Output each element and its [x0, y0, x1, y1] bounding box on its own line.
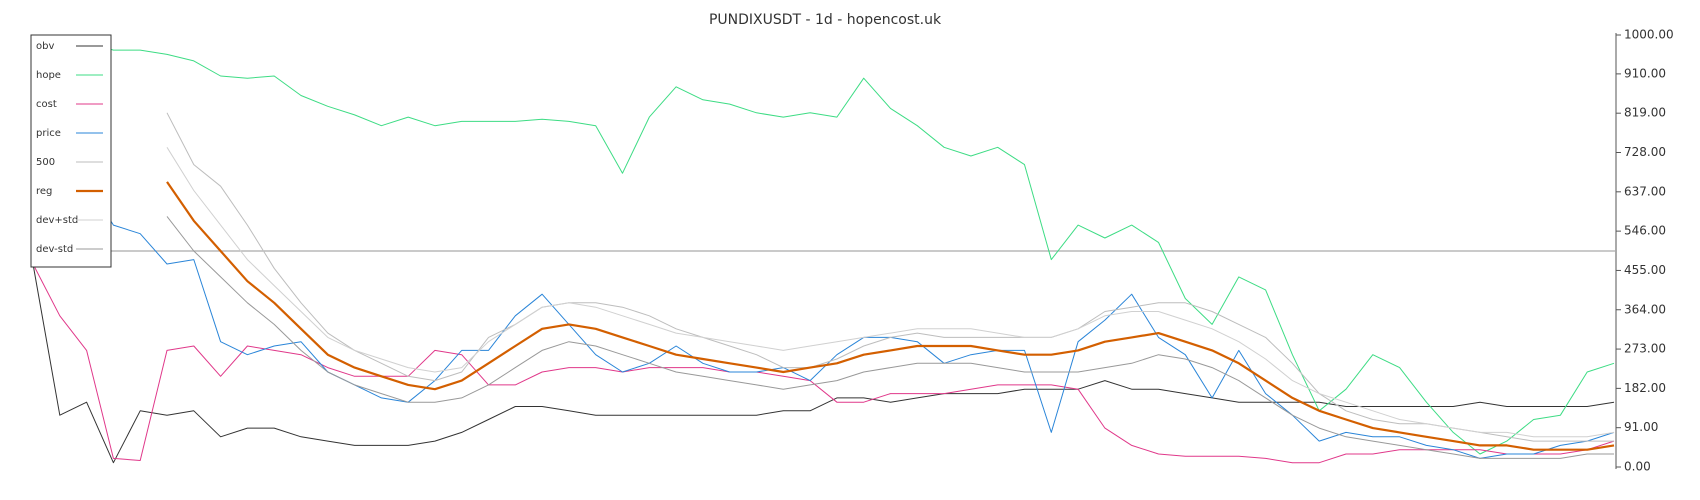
y-tick-label: 455.00 [1624, 263, 1666, 277]
y-tick-label: 1000.00 [1624, 28, 1674, 42]
series-line [166, 216, 1614, 459]
series-line [166, 181, 1615, 451]
y-tick-label: 910.00 [1624, 66, 1666, 80]
legend-box [30, 34, 112, 268]
series-line [166, 147, 1615, 438]
series-line [32, 263, 1615, 464]
legend-label: reg [36, 186, 52, 197]
y-tick-label: 182.00 [1624, 381, 1666, 395]
legend-label: obv [36, 41, 54, 52]
y-tick-label: 91.00 [1624, 420, 1658, 434]
y-tick-label: 546.00 [1624, 224, 1666, 238]
y-tick-label: 0.00 [1624, 460, 1651, 474]
y-tick-label: 364.00 [1624, 302, 1666, 316]
legend-label: dev+std [36, 215, 78, 226]
legend-label: 500 [36, 157, 55, 168]
series-line [32, 181, 1615, 459]
series-line [166, 112, 1614, 442]
legend-label: price [36, 128, 61, 139]
series-line [32, 263, 1615, 464]
y-tick-label: 637.00 [1624, 184, 1666, 198]
y-tick-label: 273.00 [1624, 342, 1666, 356]
y-tick-label: 728.00 [1624, 145, 1666, 159]
legend-label: dev-std [36, 244, 73, 255]
legend-label: hope [36, 70, 61, 81]
legend-label: cost [36, 99, 57, 110]
chart-title: PUNDIXUSDT - 1d - hopencost.uk [709, 12, 942, 28]
series-line [32, 38, 1615, 455]
y-tick-label: 819.00 [1624, 106, 1666, 120]
